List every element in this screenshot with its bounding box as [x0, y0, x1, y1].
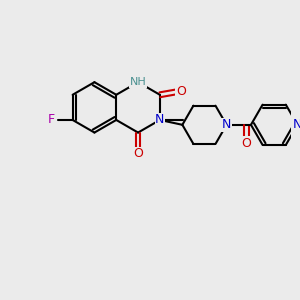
Text: N: N — [155, 113, 165, 127]
Text: N: N — [293, 118, 300, 131]
Text: O: O — [133, 148, 143, 160]
Text: F: F — [48, 113, 55, 127]
Text: O: O — [242, 137, 251, 150]
Text: N: N — [222, 118, 231, 131]
Text: O: O — [176, 85, 186, 98]
Text: NH: NH — [130, 77, 146, 87]
